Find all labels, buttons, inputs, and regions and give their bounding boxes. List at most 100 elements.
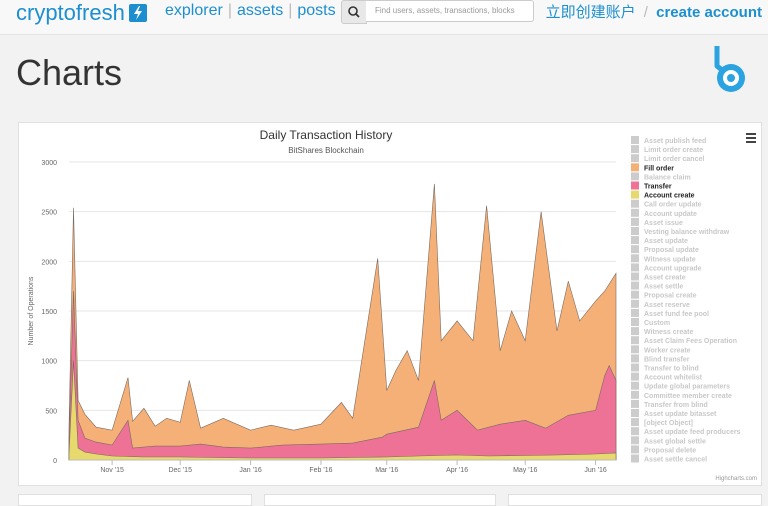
legend-item: Account upgrade (644, 265, 702, 272)
search-icon (348, 6, 360, 18)
legend-item: Transfer from blind (644, 402, 708, 409)
legend-swatch (631, 381, 639, 390)
chart-menu-icon[interactable] (746, 133, 756, 143)
legend-swatch (631, 236, 639, 245)
legend-swatch (631, 327, 639, 336)
area-series-transfer (68, 291, 617, 461)
legend-swatch (631, 399, 639, 408)
legend-swatch (631, 409, 639, 417)
menu-bar (746, 141, 756, 143)
legend-swatch (631, 318, 639, 326)
x-tick-label: Feb '16 (309, 467, 332, 474)
legend-item: Limit order cancel (644, 156, 704, 163)
legend-item: Asset settle (644, 284, 683, 291)
transaction-history-chart: Daily Transaction History BitShares Block… (28, 128, 757, 482)
y-tick-label: 0 (53, 458, 57, 465)
legend-item: Update global parameters (644, 384, 730, 391)
legend-swatch (631, 454, 639, 463)
legend-item: Balance claim (644, 174, 691, 181)
search-input[interactable]: Find users, assets, transactions, blocks (366, 0, 534, 22)
menu-bar (746, 133, 756, 135)
x-tick-label: Jan '16 (239, 467, 261, 474)
lightning-icon (128, 4, 147, 22)
account-divider: / (643, 4, 648, 21)
signup-link[interactable]: 立即创建账户 (545, 4, 636, 21)
menu-bar (746, 137, 756, 139)
chart-title: Daily Transaction History (260, 128, 393, 142)
chart-panel: Daily Transaction History BitShares Block… (18, 122, 762, 486)
nav-divider: | (227, 2, 232, 19)
y-tick-label: 3000 (41, 160, 57, 167)
legend-swatch (631, 145, 639, 154)
nav-explorer-link[interactable]: explorer (165, 2, 223, 19)
area-series-fill-order (68, 183, 617, 461)
area-series-account-create (68, 360, 617, 461)
y-tick-label: 2500 (41, 210, 57, 217)
account-links: 立即创建账户 / create account (546, 1, 762, 22)
bitshares-logo (713, 44, 749, 99)
search-button[interactable] (341, 0, 367, 24)
legend-swatch (631, 199, 639, 208)
bottom-card (264, 494, 496, 506)
x-tick-label: Mar '16 (375, 467, 398, 474)
x-tick-label: Nov '15 (100, 467, 124, 474)
legend-item: Asset update (644, 238, 688, 245)
legend-swatch (631, 336, 639, 345)
legend-item: Worker create (644, 347, 691, 354)
nav-divider: | (288, 2, 293, 19)
legend-swatch (631, 354, 639, 363)
legend-item: Asset fund fee pool (644, 311, 709, 318)
legend-swatch (631, 436, 639, 445)
bottom-card (508, 494, 762, 506)
y-tick-label: 1000 (41, 359, 57, 366)
legend-swatch (631, 217, 639, 226)
legend-swatch (631, 181, 639, 190)
legend-swatch (631, 272, 639, 281)
legend-item: Asset reserve (644, 302, 690, 309)
legend-swatch (631, 290, 639, 299)
nav-assets-link[interactable]: assets (236, 2, 284, 19)
nav-posts-link[interactable]: posts (297, 2, 336, 19)
legend-item: Asset publish feed (644, 138, 706, 145)
legend-swatch (631, 372, 639, 381)
legend-item: Vesting balance withdraw (644, 229, 730, 236)
legend-item: Proposal update (644, 247, 699, 254)
legend-swatch (631, 427, 639, 436)
legend-swatch (631, 245, 639, 254)
brand-logo[interactable]: cryptofresh (16, 0, 147, 26)
legend-item: Asset update feed producers (644, 429, 741, 436)
x-tick-label: Jun '16 (584, 467, 606, 474)
legend-swatch (631, 254, 639, 263)
legend-item: Asset global settle (644, 438, 706, 445)
legend-item: Proposal create (644, 293, 697, 300)
create-account-link[interactable]: create account (656, 4, 762, 21)
legend-item: Blind transfer (644, 356, 690, 363)
legend-item: Proposal delete (644, 447, 696, 454)
legend-item: Custom (644, 320, 670, 327)
legend-swatch (631, 299, 639, 308)
legend-item: Committee member create (644, 393, 732, 400)
y-tick-label: 500 (45, 408, 57, 415)
legend-item: Asset update bitasset (644, 411, 717, 418)
legend-swatch (631, 308, 639, 317)
legend-item: Call order update (644, 202, 702, 209)
legend-swatch (631, 363, 639, 372)
legend-swatch (631, 163, 639, 172)
page-title: Charts (16, 52, 123, 93)
legend-swatch (631, 263, 639, 272)
legend-item: Account whitelist (644, 375, 703, 382)
legend-swatch (631, 227, 639, 235)
legend-item: Asset settle cancel (644, 457, 707, 464)
chart-credits: Highcharts.com (715, 476, 757, 482)
legend-item: Account update (644, 211, 697, 218)
legend-item: Fill order (644, 165, 674, 172)
legend-swatch (631, 281, 639, 290)
legend-item: Account create (644, 193, 695, 200)
legend-swatch (631, 390, 639, 399)
legend-item: Witness create (644, 329, 693, 336)
y-axis-label: Number of Operations (28, 276, 35, 345)
brand-name[interactable]: cryptofresh (16, 0, 125, 25)
y-tick-label: 1500 (41, 309, 57, 316)
legend-swatch (631, 418, 639, 427)
legend-swatch (631, 208, 639, 217)
